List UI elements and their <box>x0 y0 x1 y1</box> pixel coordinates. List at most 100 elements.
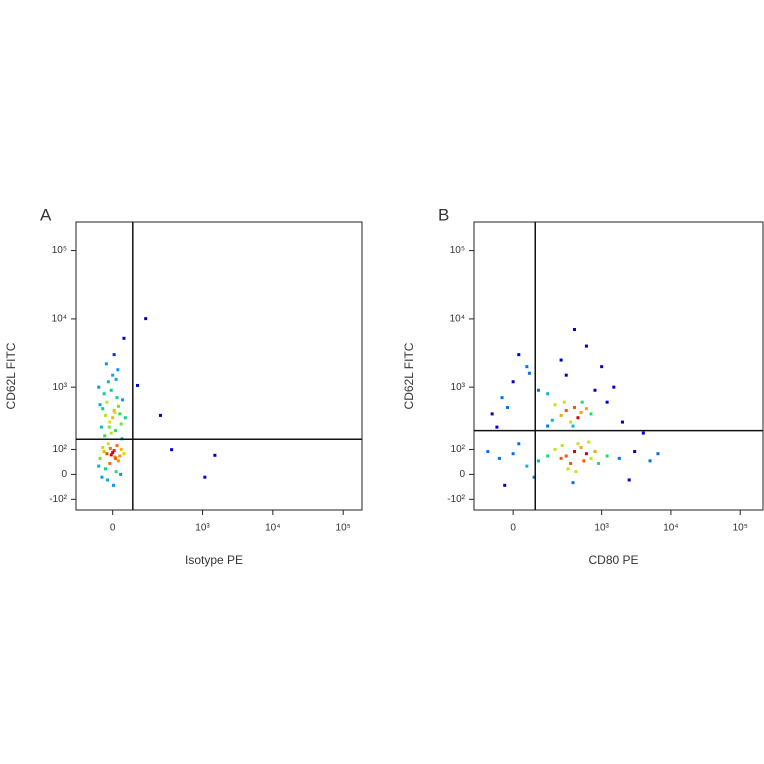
x-tick-label: 10⁴ <box>265 523 280 534</box>
panel-label: A <box>40 205 52 224</box>
event-dot <box>203 475 207 479</box>
event-dot <box>511 380 515 384</box>
event-dot <box>112 483 116 487</box>
event-dot <box>144 317 148 321</box>
event-dot <box>546 392 550 396</box>
event-dot <box>102 450 106 454</box>
event-dot <box>532 475 536 479</box>
event-dot <box>584 344 588 348</box>
event-dot <box>648 459 652 463</box>
event-dot <box>108 420 112 424</box>
x-axis-title: Isotype PE <box>185 553 243 567</box>
x-tick-label: 10³ <box>195 523 210 534</box>
event-dot <box>109 388 113 392</box>
y-tick-label: 10⁴ <box>450 314 465 325</box>
event-dot <box>546 454 550 458</box>
event-dot <box>102 392 106 396</box>
event-dot <box>119 422 123 426</box>
event-dot <box>113 411 117 415</box>
event-dot <box>101 407 105 411</box>
event-dot <box>597 461 601 465</box>
event-dot <box>158 413 162 417</box>
event-dot <box>536 459 540 463</box>
event-dot <box>593 388 597 392</box>
event-dot <box>574 470 578 474</box>
event-dot <box>122 336 126 340</box>
y-tick-label: 0 <box>459 469 465 480</box>
event-dot <box>573 450 577 454</box>
event-dot <box>119 472 123 476</box>
event-dot <box>109 453 113 457</box>
event-dot <box>579 411 583 415</box>
event-dot <box>113 455 117 459</box>
event-dot <box>122 452 126 456</box>
event-dot <box>118 454 122 458</box>
event-dot <box>213 453 217 457</box>
y-tick-label: 10⁵ <box>52 245 67 256</box>
event-dot <box>111 416 115 420</box>
event-dot <box>559 456 563 460</box>
event-dot <box>114 377 118 381</box>
event-dot <box>112 353 116 357</box>
x-tick-label: 10⁵ <box>336 523 351 534</box>
event-dot <box>505 405 509 409</box>
event-dot <box>517 353 521 357</box>
y-tick-label: 10⁴ <box>52 314 67 325</box>
x-tick-label: 10⁵ <box>733 523 748 534</box>
event-dot <box>97 385 101 389</box>
event-dot <box>503 483 507 487</box>
y-axis-title: CD62L FITC <box>4 342 18 409</box>
event-dot <box>589 412 593 416</box>
event-dot <box>573 327 577 331</box>
event-dot <box>593 450 597 454</box>
event-dot <box>579 445 583 449</box>
event-dot <box>101 445 105 449</box>
event-dot <box>170 448 174 452</box>
event-dot <box>111 451 115 455</box>
event-dot <box>589 456 593 460</box>
event-dot <box>620 420 624 424</box>
event-dot <box>104 467 108 471</box>
event-dot <box>486 450 490 454</box>
event-dot <box>104 413 108 417</box>
event-dot <box>121 398 125 402</box>
event-dot <box>106 478 110 482</box>
event-dot <box>605 454 609 458</box>
event-dot <box>527 371 531 375</box>
event-dot <box>511 452 515 456</box>
panel-label: B <box>438 205 449 224</box>
event-dot <box>123 416 127 420</box>
y-tick-label: 10⁵ <box>450 245 465 256</box>
event-dot <box>573 405 577 409</box>
event-dot <box>112 448 116 452</box>
event-dot <box>100 475 104 479</box>
event-dot <box>605 400 609 404</box>
event-dot <box>564 373 568 377</box>
event-dot <box>564 409 568 413</box>
y-tick-label: 10³ <box>451 382 466 393</box>
event-dot <box>627 478 631 482</box>
event-dot <box>97 464 101 468</box>
event-dot <box>553 403 557 407</box>
event-dot <box>104 362 108 366</box>
event-dot <box>105 400 109 404</box>
y-tick-label: -10² <box>447 494 465 505</box>
event-dot <box>98 403 102 407</box>
event-dot <box>136 383 140 387</box>
x-axis-title: CD80 PE <box>588 553 638 567</box>
event-dot <box>617 456 621 460</box>
event-dot <box>571 424 575 428</box>
event-dot <box>571 481 575 485</box>
event-dot <box>107 425 111 429</box>
plot-frame <box>75 221 363 511</box>
event-dot <box>99 425 103 429</box>
event-dot <box>587 440 591 444</box>
event-dot <box>114 429 118 433</box>
event-dot <box>497 456 501 460</box>
event-dot <box>633 450 637 454</box>
y-tick-label: 10² <box>53 444 68 455</box>
event-dot <box>553 447 557 451</box>
x-tick-label: 0 <box>110 523 116 534</box>
event-dot <box>562 400 566 404</box>
